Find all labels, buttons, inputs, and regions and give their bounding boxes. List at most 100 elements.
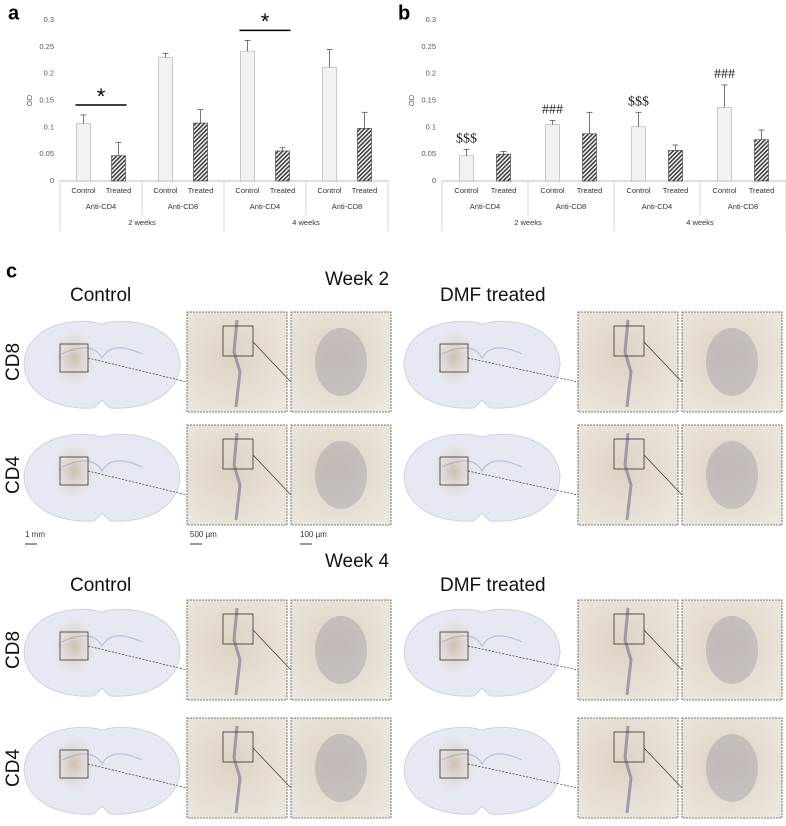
y-tick-label: 0: [50, 176, 54, 185]
brain-section: [403, 608, 561, 697]
roi-box: [222, 438, 254, 470]
roi-box: [613, 731, 645, 763]
condition-label: Control: [70, 285, 131, 306]
condition-label: Control: [70, 575, 131, 596]
subgroup-label: Anti-CD8: [556, 202, 586, 211]
x-tick-label: Control: [712, 186, 737, 195]
error-bar: [279, 147, 286, 151]
brain-section: [23, 433, 181, 522]
error-bar: [672, 144, 679, 151]
zoom-line: [87, 645, 188, 671]
subgroup-label: Anti-CD4: [86, 202, 116, 211]
brain-outline: [403, 726, 561, 815]
subgroup-label: Anti-CD4: [642, 202, 672, 211]
brain-outline: [23, 726, 181, 815]
roi-box: [222, 613, 254, 645]
y-tick-label: 0.05: [421, 149, 436, 158]
brain-outline: [23, 320, 181, 409]
bar: [717, 107, 732, 182]
brain-outline: [23, 608, 181, 697]
zoom-panel: [681, 599, 783, 701]
y-axis-label: OD: [25, 94, 34, 106]
y-tick-label: 0.05: [39, 149, 54, 158]
y-tick-label: 0.15: [39, 95, 54, 104]
zoom-panel: [290, 599, 392, 701]
stain: [52, 734, 96, 794]
brain-section: [23, 726, 181, 815]
week-title: Week 4: [325, 551, 390, 572]
x-tick-label: Control: [71, 186, 96, 195]
x-tick-label: Treated: [749, 186, 775, 195]
week-title: Week 2: [325, 269, 389, 290]
bar: [668, 150, 683, 182]
roi-box: [613, 613, 645, 645]
bar: [357, 128, 372, 182]
error-bar: [635, 111, 642, 127]
bar: [582, 133, 597, 182]
subgroup-label: Anti-CD8: [332, 202, 362, 211]
zoom-panel: [681, 424, 783, 526]
brain-section: [403, 726, 561, 815]
stain: [52, 441, 96, 501]
cell-cluster: [315, 328, 367, 396]
panel-label: b: [398, 2, 410, 24]
y-tick-label: 0.25: [39, 42, 54, 51]
x-tick-label: Control: [454, 186, 479, 195]
x-tick-label: Treated: [188, 186, 214, 195]
brain-section: [403, 433, 561, 522]
scale-label: 100 µm: [300, 530, 327, 539]
cell-cluster: [315, 734, 367, 802]
lesion: [232, 432, 242, 521]
panel-label: a: [8, 2, 20, 24]
stain: [432, 734, 476, 794]
lesion: [623, 607, 633, 696]
group-label: 2 weeks: [128, 218, 156, 227]
subgroup-label: Anti-CD8: [168, 202, 198, 211]
x-tick-label: Treated: [352, 186, 378, 195]
bar: [193, 122, 208, 182]
brain-section: [403, 320, 561, 409]
cell-cluster: [706, 441, 758, 509]
bar: [754, 139, 769, 182]
annotation: ###: [542, 103, 563, 118]
zoom-line: [252, 629, 292, 671]
brain-outline: [403, 320, 561, 409]
zoom-line: [87, 357, 188, 383]
stain: [432, 616, 476, 676]
y-tick-label: 0.3: [426, 15, 436, 24]
zoom-panel: [290, 311, 392, 413]
zoom-line: [467, 763, 579, 789]
zoom-panel: [681, 717, 783, 819]
error-bar: [80, 114, 87, 124]
subgroup-label: Anti-CD4: [470, 202, 500, 211]
cell-cluster: [706, 734, 758, 802]
row-label: CD8: [3, 631, 24, 669]
error-bar: [326, 49, 333, 68]
zoom-line: [252, 341, 292, 383]
annotation: *: [261, 9, 270, 34]
zoom-panel: [290, 424, 392, 526]
error-bar: [361, 111, 368, 129]
bar: [240, 50, 255, 182]
bar: [496, 153, 511, 182]
subgroup-label: Anti-CD8: [728, 202, 758, 211]
y-axis-label: OD: [407, 94, 416, 106]
roi-box: [613, 438, 645, 470]
annotation: $$$: [628, 95, 649, 110]
cell-cluster: [315, 441, 367, 509]
bar: [111, 155, 126, 182]
panel-label: c: [6, 260, 17, 282]
zoom-line: [467, 470, 579, 496]
cell-cluster: [315, 616, 367, 684]
row-label: CD4: [3, 749, 24, 787]
y-tick-label: 0.25: [421, 42, 436, 51]
bar: [322, 66, 337, 182]
lesion: [623, 319, 633, 408]
x-tick-label: Control: [317, 186, 342, 195]
condition-label: DMF treated: [440, 575, 546, 596]
y-tick-label: 0: [432, 176, 436, 185]
zoom-line: [643, 747, 683, 789]
error-bar: [162, 52, 169, 58]
y-tick-label: 0.2: [426, 69, 436, 78]
